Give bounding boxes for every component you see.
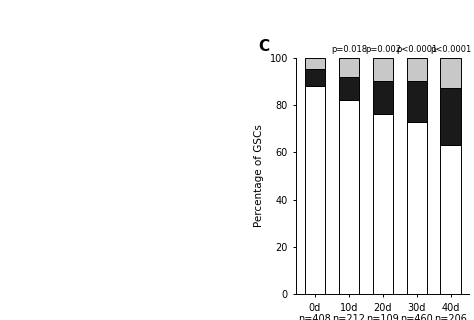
Bar — [338, 58, 359, 76]
Bar — [305, 86, 325, 294]
Bar — [305, 58, 325, 69]
Text: p=0.002: p=0.002 — [365, 45, 401, 54]
Text: C: C — [258, 39, 269, 54]
Bar — [407, 81, 427, 122]
Bar — [373, 81, 393, 115]
Bar — [440, 88, 461, 145]
Bar — [338, 100, 359, 294]
Bar — [407, 122, 427, 294]
Bar — [373, 58, 393, 81]
Bar — [305, 69, 325, 86]
Bar — [440, 145, 461, 294]
Bar — [338, 76, 359, 100]
Text: p=0.018: p=0.018 — [331, 45, 367, 54]
Bar — [407, 58, 427, 81]
Y-axis label: Percentage of GSCs: Percentage of GSCs — [254, 124, 264, 228]
Bar — [440, 58, 461, 88]
Bar — [373, 115, 393, 294]
Text: p<0.0001: p<0.0001 — [430, 45, 471, 54]
Text: p<0.0001: p<0.0001 — [396, 45, 438, 54]
